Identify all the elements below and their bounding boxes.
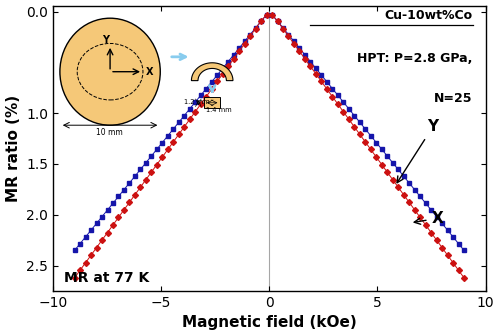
Y-axis label: MR ratio (%): MR ratio (%) xyxy=(6,95,20,202)
Text: HPT: P=2.8 GPa,: HPT: P=2.8 GPa, xyxy=(358,52,472,65)
Text: Cu-10wt%Co: Cu-10wt%Co xyxy=(384,9,472,22)
Text: MR at 77 K: MR at 77 K xyxy=(64,271,149,285)
X-axis label: Magnetic field (kOe): Magnetic field (kOe) xyxy=(182,316,356,330)
Text: X: X xyxy=(414,211,444,226)
Text: Y: Y xyxy=(397,120,438,183)
Text: N=25: N=25 xyxy=(434,92,472,105)
